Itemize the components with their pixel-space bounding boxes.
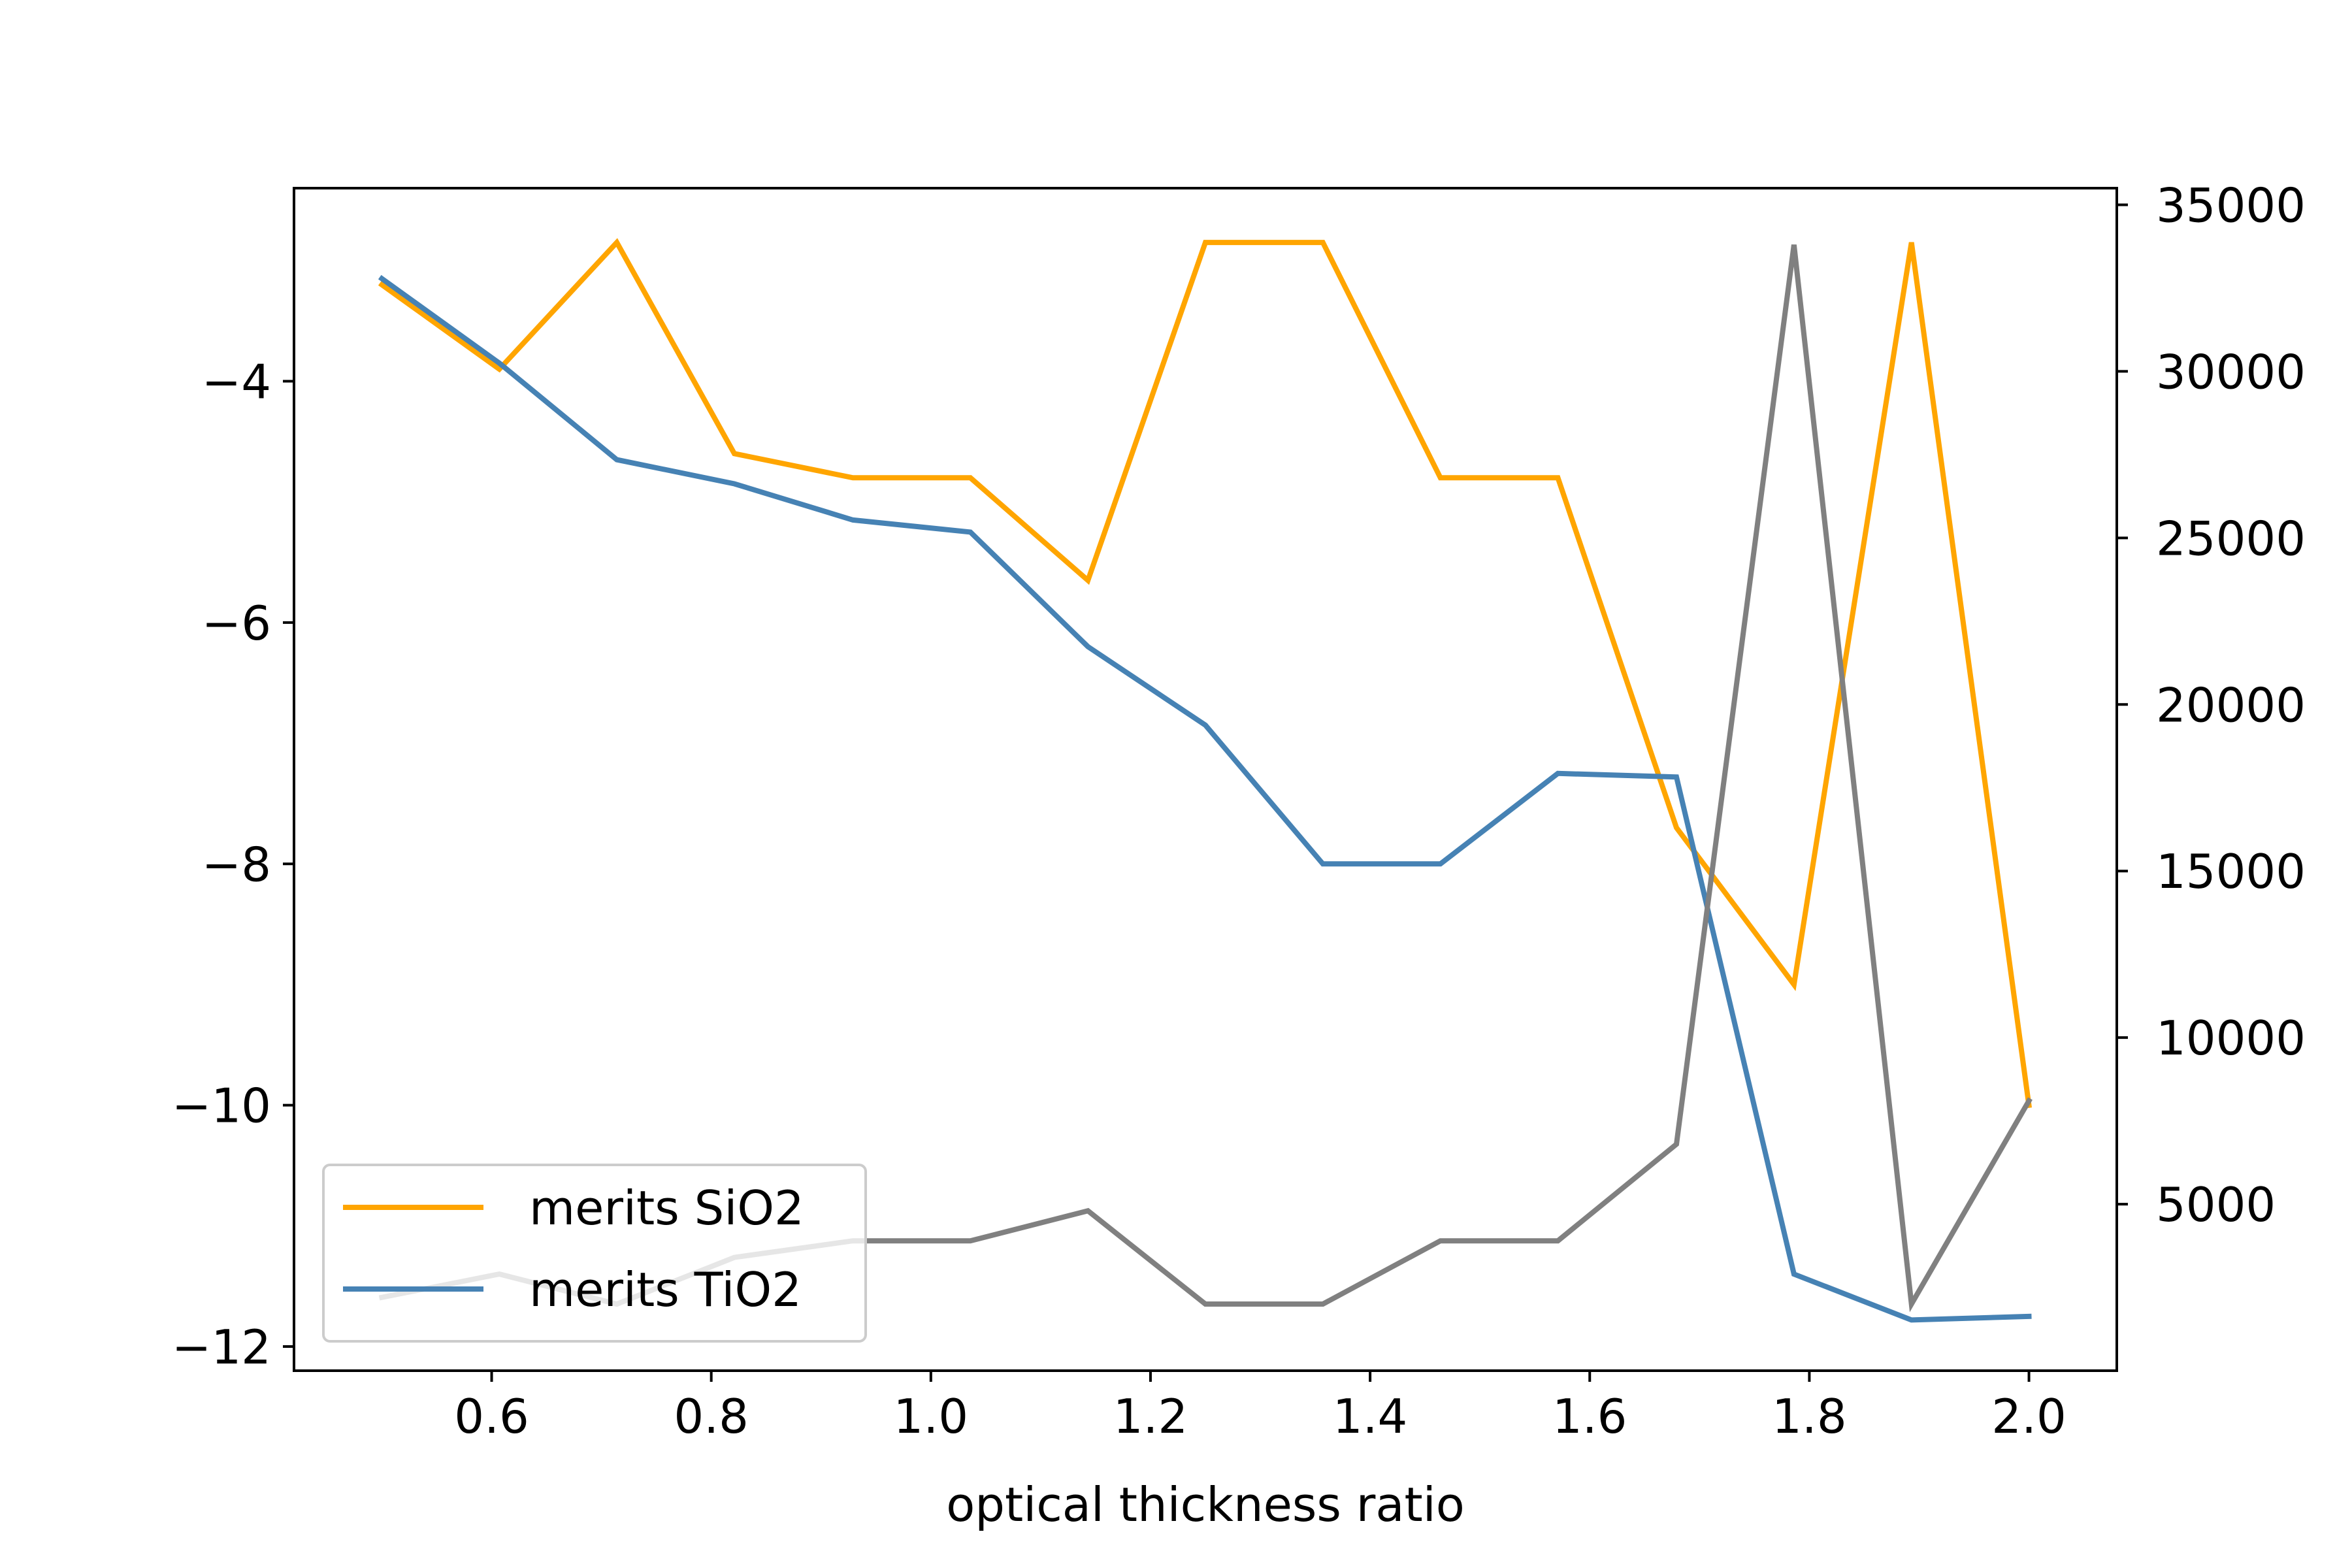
x-tick-label: 2.0 — [1991, 1389, 2066, 1444]
legend: merits SiO2 merits TiO2 — [322, 1164, 867, 1343]
y2-tick-label: 5000 — [2156, 1177, 2276, 1232]
series-line-merits-sio2 — [378, 238, 2033, 1109]
x-axis-label: optical thickness ratio — [946, 1477, 1465, 1532]
x-tick-label: 0.6 — [454, 1389, 529, 1444]
y-tick-label: −8 — [202, 837, 271, 892]
x-tick-label: 0.8 — [674, 1389, 749, 1444]
legend-label: merits SiO2 — [529, 1181, 804, 1235]
y2-tick-label: 30000 — [2156, 344, 2306, 399]
x-tick-label: 1.6 — [1552, 1389, 1627, 1444]
y2-tick-label: 10000 — [2156, 1011, 2306, 1066]
y2-tick-label: 25000 — [2156, 511, 2306, 566]
x-tick-label: 1.4 — [1333, 1389, 1408, 1444]
y2-tick-label: 15000 — [2156, 844, 2306, 899]
x-tick-label: 1.8 — [1772, 1389, 1847, 1444]
y-tick-label: −6 — [202, 596, 271, 651]
y2-tick-label: 20000 — [2156, 678, 2306, 732]
y2-tick-label: 35000 — [2156, 178, 2306, 233]
x-axis-ticks: 0.6 0.8 1.0 1.2 1.4 1.6 1.8 2.0 — [454, 1371, 2066, 1444]
y-tick-label: −10 — [172, 1079, 271, 1134]
y-tick-label: −4 — [202, 355, 271, 410]
plot-frame — [293, 187, 2118, 1372]
x-tick-label: 1.0 — [894, 1389, 969, 1444]
x-tick-label: 1.2 — [1113, 1389, 1188, 1444]
y2-axis-ticks: 5000 10000 15000 20000 25000 30000 35000 — [2117, 178, 2306, 1232]
y-tick-label: −12 — [172, 1320, 271, 1375]
y-axis-ticks: −12 −10 −8 −6 −4 — [172, 355, 294, 1375]
series-line-merits-tio2 — [378, 274, 2032, 1323]
legend-label: merits TiO2 — [529, 1262, 802, 1317]
